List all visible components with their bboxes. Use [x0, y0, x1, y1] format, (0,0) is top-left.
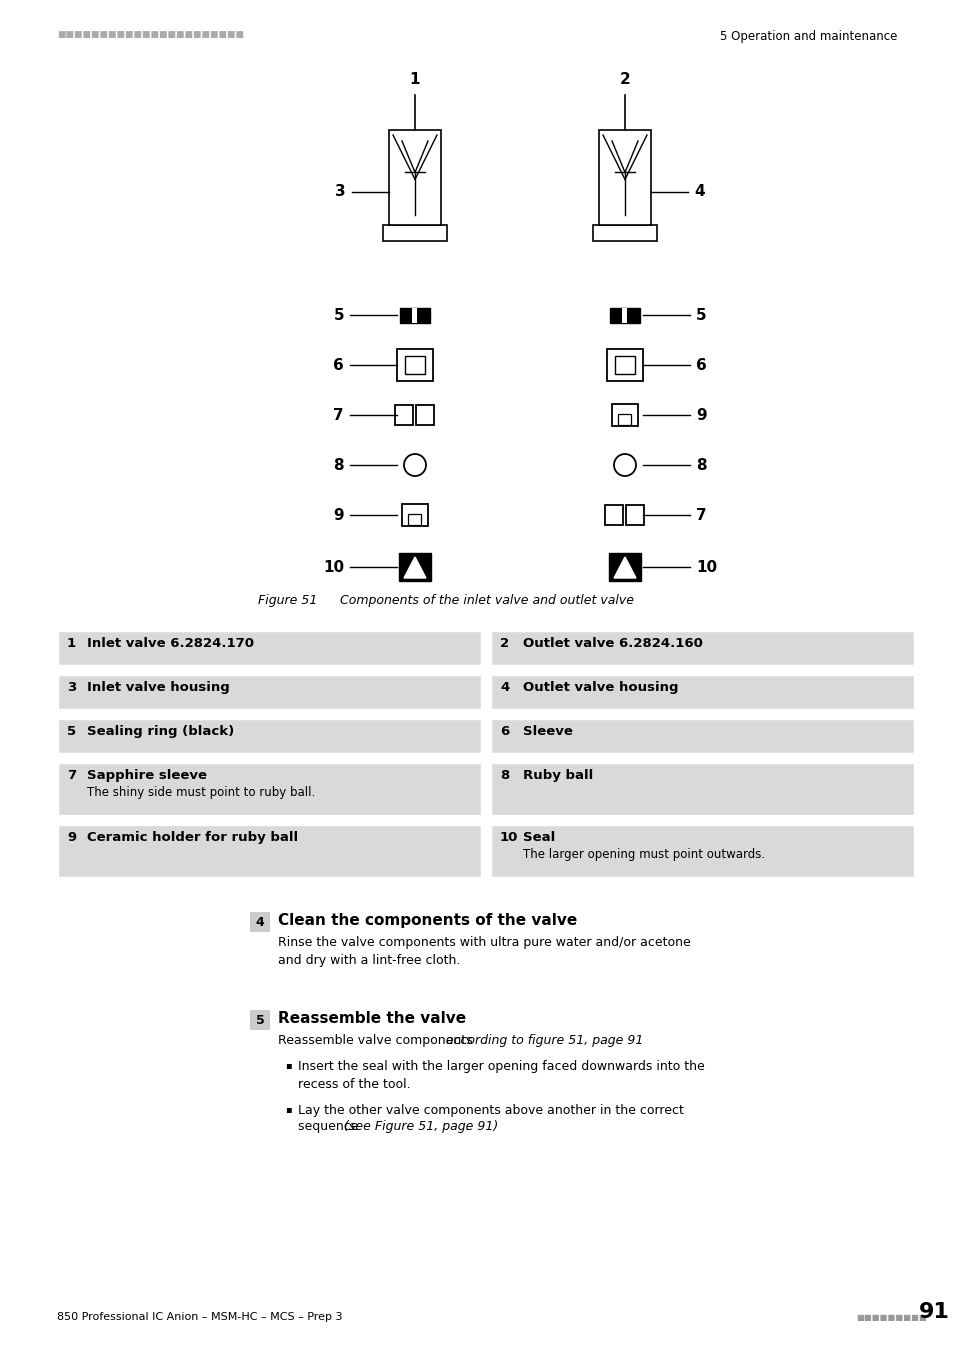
Bar [250, 913, 270, 931]
Text: 7: 7 [696, 508, 706, 522]
Bar [399, 308, 430, 323]
Bar [398, 554, 431, 580]
Bar [395, 405, 413, 425]
Text: Reassemble the valve: Reassemble the valve [277, 1011, 466, 1026]
Text: Inlet valve housing: Inlet valve housing [87, 680, 230, 694]
Text: 8: 8 [499, 769, 509, 782]
Text: 1: 1 [410, 72, 420, 86]
Text: Seal: Seal [522, 832, 555, 844]
Text: 7: 7 [333, 408, 344, 423]
Text: (see Figure 51, page 91): (see Figure 51, page 91) [344, 1120, 497, 1133]
Text: Ruby ball: Ruby ball [522, 769, 593, 782]
Text: 9: 9 [67, 832, 76, 844]
Text: 3: 3 [335, 184, 346, 200]
Bar [412, 308, 417, 323]
Circle shape [614, 454, 636, 477]
Text: 91: 91 [918, 1301, 949, 1322]
Text: 850 Professional IC Anion – MSM-HC – MCS – Prep 3: 850 Professional IC Anion – MSM-HC – MCS… [57, 1312, 342, 1322]
Bar [608, 554, 640, 580]
Text: 6: 6 [333, 358, 344, 373]
Bar [416, 405, 434, 425]
Bar [250, 1010, 270, 1030]
Bar [618, 414, 631, 425]
Bar [612, 404, 638, 427]
Text: Ceramic holder for ruby ball: Ceramic holder for ruby ball [87, 832, 297, 844]
Polygon shape [614, 558, 636, 578]
Bar [490, 718, 914, 755]
Text: 2: 2 [499, 637, 509, 649]
Bar [622, 308, 627, 323]
Text: 10: 10 [322, 559, 344, 575]
Text: 5 Operation and maintenance: 5 Operation and maintenance [719, 30, 896, 43]
Text: ▪: ▪ [285, 1060, 292, 1071]
Bar [408, 514, 421, 525]
Text: Inlet valve 6.2824.170: Inlet valve 6.2824.170 [87, 637, 253, 649]
Text: 8: 8 [333, 458, 344, 472]
Text: 4: 4 [499, 680, 509, 694]
Text: ■■■■■■■■■■■■■■■■■■■■■■: ■■■■■■■■■■■■■■■■■■■■■■ [57, 30, 244, 39]
Bar [405, 356, 424, 374]
Text: Sapphire sleeve: Sapphire sleeve [87, 769, 207, 782]
Text: Reassemble valve components: Reassemble valve components [277, 1034, 476, 1048]
Text: according to figure 51, page 91: according to figure 51, page 91 [446, 1034, 642, 1048]
Circle shape [403, 454, 426, 477]
Text: 10: 10 [696, 559, 717, 575]
Text: 5: 5 [333, 308, 344, 323]
Bar [382, 225, 447, 242]
Bar [605, 505, 623, 525]
Bar [57, 761, 481, 815]
Bar [396, 350, 433, 381]
Text: Lay the other valve components above another in the correct: Lay the other valve components above ano… [297, 1104, 683, 1116]
Bar [57, 718, 481, 755]
Bar [57, 630, 481, 666]
Text: 4: 4 [255, 915, 264, 929]
Text: 5: 5 [255, 1014, 264, 1026]
Bar [490, 630, 914, 666]
Bar [626, 505, 644, 525]
Text: ■■■■■■■■■: ■■■■■■■■■ [855, 1314, 926, 1322]
Bar [490, 761, 914, 815]
Text: 4: 4 [693, 184, 704, 200]
Bar [57, 824, 481, 878]
Bar [598, 130, 650, 225]
Text: ▪: ▪ [285, 1104, 292, 1114]
Bar [609, 308, 639, 323]
Text: Rinse the valve components with ultra pure water and/or acetone
and dry with a l: Rinse the valve components with ultra pu… [277, 936, 690, 967]
Text: 9: 9 [333, 508, 344, 522]
Text: 6: 6 [499, 725, 509, 738]
Text: 3: 3 [67, 680, 76, 694]
Bar [490, 824, 914, 878]
Bar [389, 130, 440, 225]
Bar [490, 674, 914, 710]
Text: Insert the seal with the larger opening faced downwards into the
recess of the t: Insert the seal with the larger opening … [297, 1060, 704, 1091]
Bar [615, 356, 635, 374]
Text: The shiny side must point to ruby ball.: The shiny side must point to ruby ball. [87, 786, 314, 799]
Text: Sleeve: Sleeve [522, 725, 572, 738]
Text: 6: 6 [696, 358, 706, 373]
Text: Outlet valve housing: Outlet valve housing [522, 680, 678, 694]
Text: 1: 1 [67, 637, 76, 649]
Text: 2: 2 [619, 72, 630, 86]
Text: 5: 5 [67, 725, 76, 738]
Text: 5: 5 [696, 308, 706, 323]
Text: 9: 9 [696, 408, 706, 423]
Text: Clean the components of the valve: Clean the components of the valve [277, 913, 577, 927]
Bar [606, 350, 642, 381]
Text: .: . [599, 1034, 603, 1048]
Bar [593, 225, 657, 242]
Text: 7: 7 [67, 769, 76, 782]
Text: 8: 8 [696, 458, 706, 472]
Text: Outlet valve 6.2824.160: Outlet valve 6.2824.160 [522, 637, 702, 649]
Text: Components of the inlet valve and outlet valve: Components of the inlet valve and outlet… [339, 594, 634, 608]
Text: The larger opening must point outwards.: The larger opening must point outwards. [522, 848, 764, 861]
Polygon shape [403, 558, 426, 578]
Bar [401, 504, 428, 526]
Text: 10: 10 [499, 832, 517, 844]
Bar [57, 674, 481, 710]
Text: .: . [464, 1120, 469, 1133]
Text: sequence: sequence [297, 1120, 362, 1133]
Text: Sealing ring (black): Sealing ring (black) [87, 725, 234, 738]
Text: Figure 51: Figure 51 [257, 594, 317, 608]
